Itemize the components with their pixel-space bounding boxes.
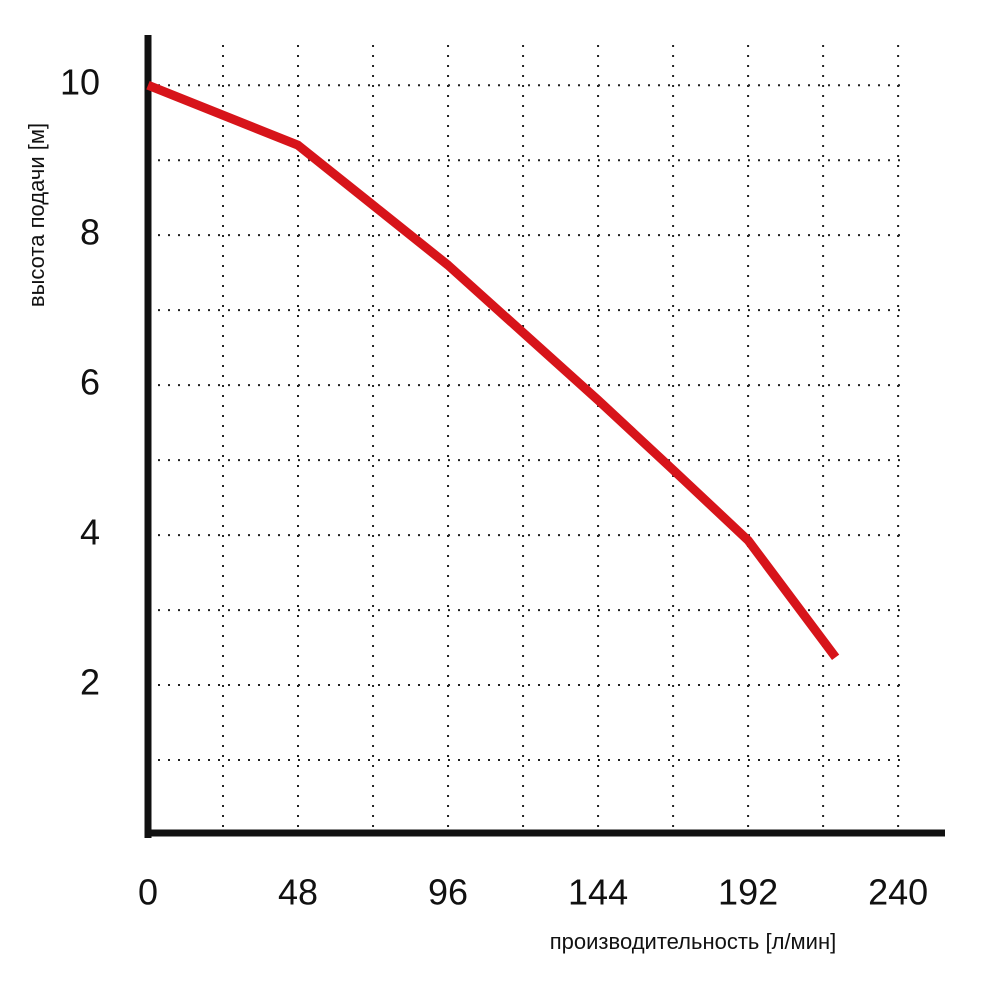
y-axis-title: высота подачи [м]: [24, 123, 49, 307]
x-tick-label: 96: [428, 872, 468, 913]
y-tick-label: 2: [80, 662, 100, 703]
x-tick-label: 240: [868, 872, 928, 913]
x-tick-label: 192: [718, 872, 778, 913]
y-tick-label: 4: [80, 512, 100, 553]
x-axis-title: производительность [л/мин]: [550, 929, 836, 954]
line-series: [146, 81, 840, 661]
x-tick-label: 0: [138, 872, 158, 913]
y-tick-label: 8: [80, 212, 100, 253]
x-tick-label: 48: [278, 872, 318, 913]
y-tick-label: 10: [60, 62, 100, 103]
y-tick-label: 6: [80, 362, 100, 403]
x-tick-label: 144: [568, 872, 628, 913]
